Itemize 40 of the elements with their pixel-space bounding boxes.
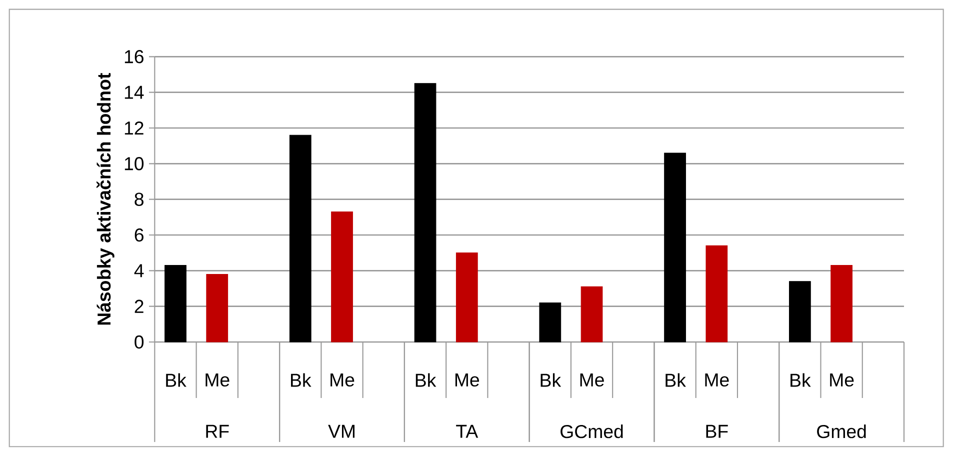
bar	[664, 152, 686, 342]
x-tick-label: TA	[456, 424, 478, 438]
bar	[289, 134, 312, 342]
y-tick-label: 12	[124, 121, 144, 135]
x-tick-label: RF	[206, 424, 229, 438]
y-tick-label: 0	[134, 335, 144, 349]
bar	[164, 265, 186, 342]
text: Bk	[540, 373, 562, 387]
bar	[414, 83, 436, 342]
bar	[706, 245, 728, 342]
x-tick-label: Gmed	[817, 424, 866, 438]
bar	[206, 274, 228, 342]
text: Bk	[291, 373, 312, 387]
text: Me	[580, 373, 604, 387]
y-tick-label: 8	[134, 192, 144, 206]
text: Me	[455, 373, 480, 387]
y-tick-label: 2	[134, 300, 144, 313]
bar	[580, 286, 603, 342]
x-tick-label: VM	[328, 424, 354, 438]
text: Bk	[666, 373, 686, 387]
bar	[331, 212, 353, 342]
text: Bk	[416, 373, 436, 387]
text: Me	[206, 373, 230, 387]
bar	[830, 265, 852, 342]
text: Me	[830, 373, 854, 387]
x-tick-label: GCmed	[560, 424, 623, 438]
text: Me	[705, 373, 729, 387]
y-tick-label: 14	[124, 86, 144, 99]
bar	[788, 281, 811, 342]
series-label: Bk	[166, 373, 186, 387]
y-axis-title: Násobky aktivačních hodnot	[96, 73, 114, 325]
y-tick-label: 10	[124, 157, 144, 170]
y-tick-label: 6	[134, 228, 144, 242]
bar	[539, 302, 562, 342]
bar	[456, 252, 478, 342]
x-tick-label: BF	[706, 424, 728, 438]
y-tick-label: 4	[134, 264, 144, 278]
text: Bk	[790, 373, 811, 387]
series-label: Me	[330, 373, 354, 387]
y-tick-label: 16	[124, 50, 144, 64]
